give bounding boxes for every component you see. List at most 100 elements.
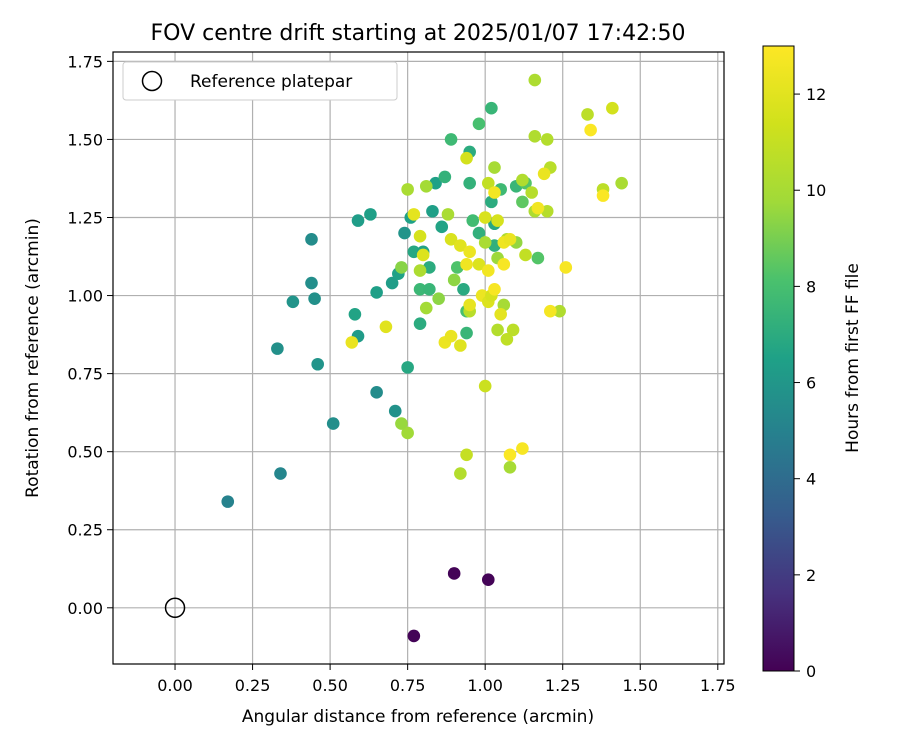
reference-marker-group (164, 597, 186, 619)
y-tick-label: 1.75 (67, 52, 103, 71)
data-point (503, 460, 517, 474)
legend-marker-icon (141, 70, 163, 92)
data-point (413, 283, 427, 296)
data-point (485, 101, 498, 115)
data-point (348, 307, 362, 321)
data-point (401, 426, 414, 440)
data-point (419, 301, 433, 315)
data-point (460, 326, 473, 340)
data-point (454, 239, 467, 252)
data-point (379, 320, 393, 334)
data-point (447, 567, 461, 580)
data-point (596, 189, 610, 202)
y-axis-label: Rotation from reference (arcmin) (23, 218, 43, 498)
data-point (401, 183, 414, 196)
x-tick-label: 0.25 (235, 676, 271, 695)
data-point (491, 214, 504, 227)
data-point (584, 123, 597, 137)
data-point (516, 195, 529, 209)
data-point (481, 573, 495, 586)
data-point (447, 273, 461, 287)
data-point (370, 386, 383, 399)
colorbar-tick-label: 0 (806, 662, 816, 681)
x-axis-label: Angular distance from reference (arcmin) (242, 707, 594, 727)
data-point (444, 133, 458, 146)
data-point (351, 214, 365, 227)
data-point (537, 167, 551, 181)
data-point (528, 130, 542, 143)
y-tick-label: 0.75 (67, 365, 103, 384)
data-point (466, 214, 480, 227)
data-point (488, 186, 501, 199)
data-point (531, 251, 545, 265)
data-point (395, 261, 408, 274)
data-point (444, 233, 458, 246)
data-point (615, 176, 628, 190)
data-point (398, 226, 411, 240)
x-tick-label: 1.25 (545, 676, 581, 695)
data-point (454, 339, 467, 352)
legend-entry-label: Reference platepar (190, 72, 352, 92)
data-point (519, 248, 532, 262)
legend: Reference platepar (122, 61, 398, 101)
data-point (472, 226, 486, 240)
data-point (435, 220, 449, 234)
y-tick-label: 0.00 (67, 599, 103, 618)
data-point (460, 448, 473, 462)
x-tick-label: 1.00 (467, 676, 503, 695)
data-point (488, 283, 501, 296)
colorbar-tick-label: 10 (806, 181, 826, 200)
y-axis-ticks: 0.00 0.25 0.50 0.75 1.00 1.25 1.50 1.75 (67, 52, 113, 618)
data-point (516, 442, 529, 455)
colorbar-tick-label: 12 (806, 85, 826, 104)
colorbar-label: Hours from first FF file (843, 263, 863, 453)
x-tick-label: 1.50 (622, 676, 658, 695)
data-point (478, 236, 492, 249)
data-point (540, 133, 554, 146)
data-point (503, 448, 517, 462)
y-tick-label: 0.25 (67, 521, 103, 540)
data-point (364, 208, 377, 221)
data-point (308, 292, 321, 305)
colorbar-tick-label: 4 (806, 470, 816, 489)
y-tick-label: 1.50 (67, 130, 103, 149)
data-point (370, 286, 383, 299)
data-point (444, 329, 458, 343)
x-tick-label: 0.75 (390, 676, 426, 695)
data-point (463, 176, 476, 190)
data-point (463, 298, 476, 312)
data-point (460, 258, 473, 271)
data-point (438, 170, 452, 184)
colorbar-gradient (762, 45, 795, 672)
colorbar-tick-label: 8 (806, 277, 816, 296)
data-point (525, 186, 539, 199)
data-point (274, 467, 287, 480)
data-point (581, 108, 594, 121)
y-tick-label: 1.00 (67, 287, 103, 306)
data-point (500, 332, 514, 346)
x-axis-ticks: 0.00 0.25 0.50 0.75 1.00 1.25 1.50 1.75 (157, 664, 736, 695)
y-tick-label: 0.50 (67, 443, 103, 462)
colorbar: 0 2 4 6 8 10 12 Hours from first FF file (762, 45, 863, 681)
data-point (544, 304, 557, 318)
data-point (460, 151, 473, 165)
data-point (413, 229, 427, 243)
chart-title: FOV centre drift starting at 2025/01/07 … (151, 21, 686, 46)
data-point (478, 211, 492, 224)
data-point (506, 323, 520, 337)
legend-frame (122, 61, 398, 101)
data-point (423, 283, 436, 296)
data-point (395, 417, 408, 430)
data-point (463, 245, 476, 259)
data-point (488, 161, 501, 174)
data-point (221, 495, 235, 508)
data-point (432, 292, 445, 305)
colorbar-tick-label: 2 (806, 566, 816, 585)
data-point (385, 276, 399, 290)
data-point (441, 208, 455, 221)
x-tick-label: 0.00 (157, 676, 193, 695)
data-point (454, 467, 467, 480)
data-points (221, 73, 628, 643)
grid-lines (113, 52, 724, 664)
